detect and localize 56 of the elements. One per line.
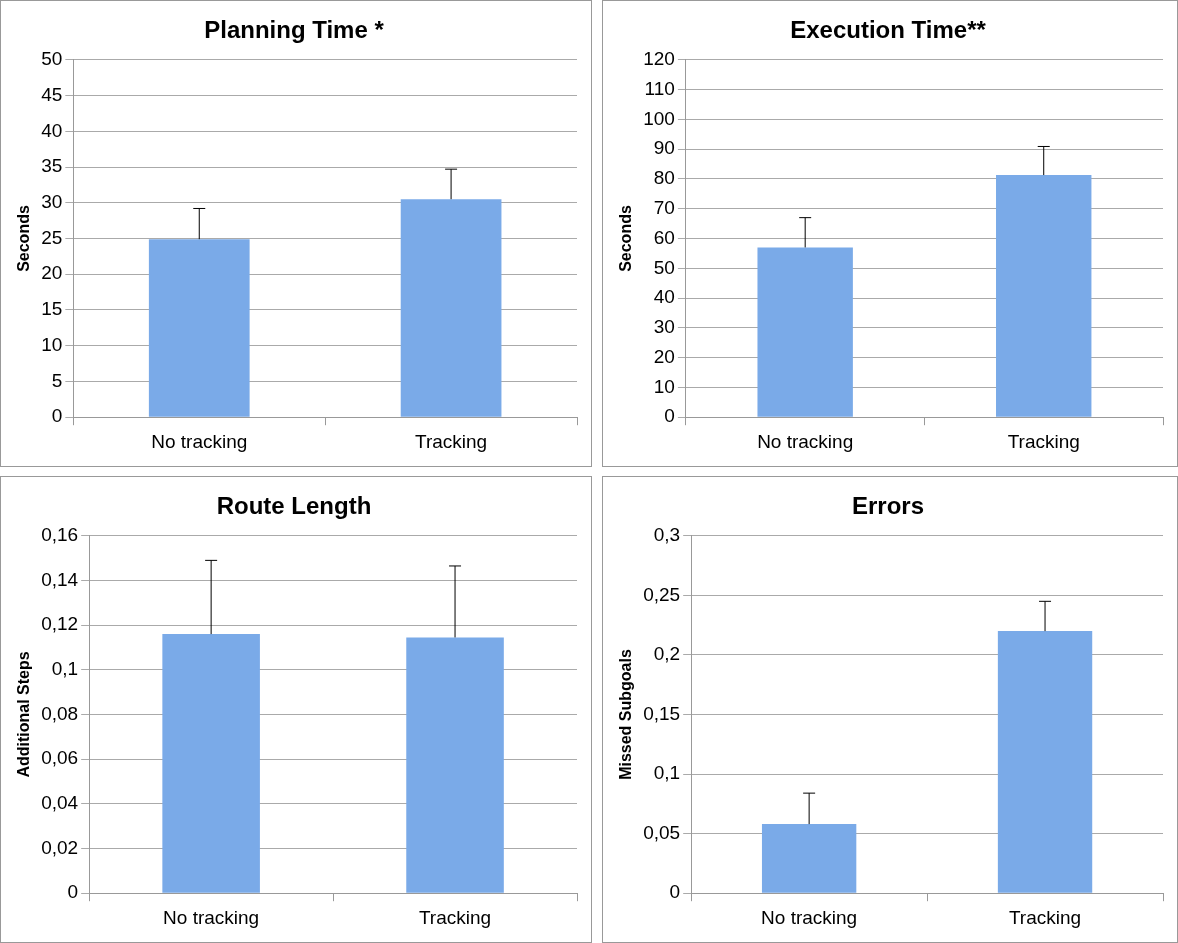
y-tick-label: 30 [653,316,675,338]
x-tick-label: Tracking [415,430,488,452]
y-tick-label: 0,14 [41,568,79,590]
y-tick-label: 0 [669,881,681,903]
x-tick-label: No tracking [757,430,854,452]
y-tick-label: 0,16 [41,524,79,546]
x-tick-label: Tracking [1007,430,1080,452]
y-tick-label: 0,02 [41,836,79,858]
y-tick-label: 110 [644,77,675,99]
y-tick-label: 50 [653,256,675,278]
y-tick-label: 0 [664,405,675,427]
y-tick-label: 70 [653,196,675,218]
y-tick-label: 0 [67,881,79,903]
y-tick-label: 0,25 [643,583,681,605]
y-tick-label: 120 [643,48,675,70]
y-tick-label: 60 [653,226,675,248]
y-axis-title: Additional Steps [15,651,33,778]
y-tick-label: 20 [41,262,63,284]
y-tick-label: 5 [51,369,63,391]
chart-title: Execution Time** [790,16,987,44]
y-axis-title: Missed Subgoals [617,649,635,780]
y-tick-label: 0,3 [653,524,681,546]
y-tick-label: 50 [41,48,63,70]
y-tick-label: 20 [653,345,675,367]
y-tick-label: 15 [41,298,63,320]
x-tick-label: Tracking [1008,906,1082,928]
y-tick-label: 0,1 [653,762,681,784]
y-tick-label: 40 [653,286,675,308]
y-tick-label: 100 [643,107,675,129]
y-tick-label: 90 [653,137,675,159]
y-tick-label: 10 [653,375,675,397]
chart-title: Errors [851,492,925,520]
x-tick-label: No tracking [163,906,260,928]
y-tick-label: 40 [41,119,63,141]
y-tick-label: 0,04 [41,792,79,814]
x-tick-label: No tracking [761,906,858,928]
y-tick-label: 0,12 [41,613,79,635]
y-tick-label: 0 [51,405,63,427]
x-tick-label: No tracking [151,430,248,452]
y-tick-label: 0,05 [643,821,681,843]
y-tick-label: 80 [653,167,675,189]
chart-title: Planning Time * [204,16,385,44]
y-tick-label: 0,08 [41,702,79,724]
y-tick-label: 0,15 [643,702,681,724]
chart-title: Route Length [216,492,372,520]
y-tick-label: 25 [41,226,63,248]
y-tick-label: 10 [41,333,63,355]
y-tick-label: 45 [41,83,63,105]
x-tick-label: Tracking [418,906,492,928]
y-tick-label: 0,1 [51,658,79,680]
y-axis-title: Seconds [15,205,33,272]
y-tick-label: 30 [41,190,63,212]
y-tick-label: 0,06 [41,747,79,769]
y-axis-title: Seconds [617,205,635,272]
y-tick-label: 0,2 [653,643,681,665]
y-tick-label: 35 [41,155,63,177]
